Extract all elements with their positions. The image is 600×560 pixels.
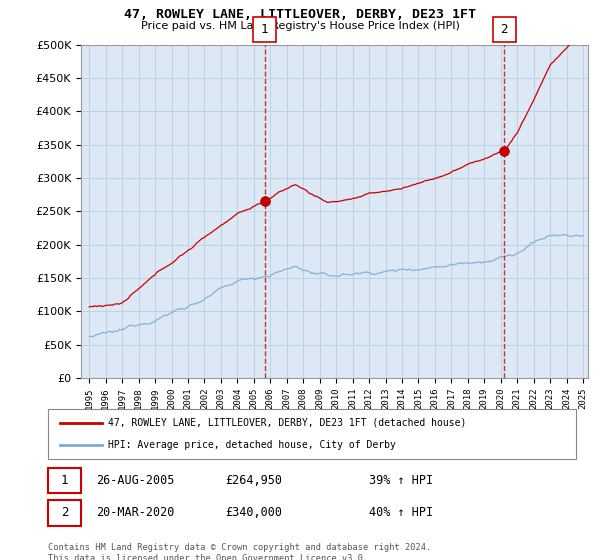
Text: Contains HM Land Registry data © Crown copyright and database right 2024.
This d: Contains HM Land Registry data © Crown c… bbox=[48, 543, 431, 560]
Text: Price paid vs. HM Land Registry's House Price Index (HPI): Price paid vs. HM Land Registry's House … bbox=[140, 21, 460, 31]
Text: 1: 1 bbox=[261, 23, 268, 36]
Text: HPI: Average price, detached house, City of Derby: HPI: Average price, detached house, City… bbox=[108, 440, 396, 450]
Text: 1: 1 bbox=[61, 474, 68, 487]
Text: 39% ↑ HPI: 39% ↑ HPI bbox=[369, 474, 433, 487]
Text: £264,950: £264,950 bbox=[225, 474, 282, 487]
Text: 47, ROWLEY LANE, LITTLEOVER, DERBY, DE23 1FT: 47, ROWLEY LANE, LITTLEOVER, DERBY, DE23… bbox=[124, 8, 476, 21]
Text: 26-AUG-2005: 26-AUG-2005 bbox=[96, 474, 175, 487]
Text: 47, ROWLEY LANE, LITTLEOVER, DERBY, DE23 1FT (detached house): 47, ROWLEY LANE, LITTLEOVER, DERBY, DE23… bbox=[108, 418, 466, 428]
Text: 2: 2 bbox=[500, 23, 508, 36]
Text: 40% ↑ HPI: 40% ↑ HPI bbox=[369, 506, 433, 520]
Text: 20-MAR-2020: 20-MAR-2020 bbox=[96, 506, 175, 520]
Text: £340,000: £340,000 bbox=[225, 506, 282, 520]
Text: 2: 2 bbox=[61, 506, 68, 520]
